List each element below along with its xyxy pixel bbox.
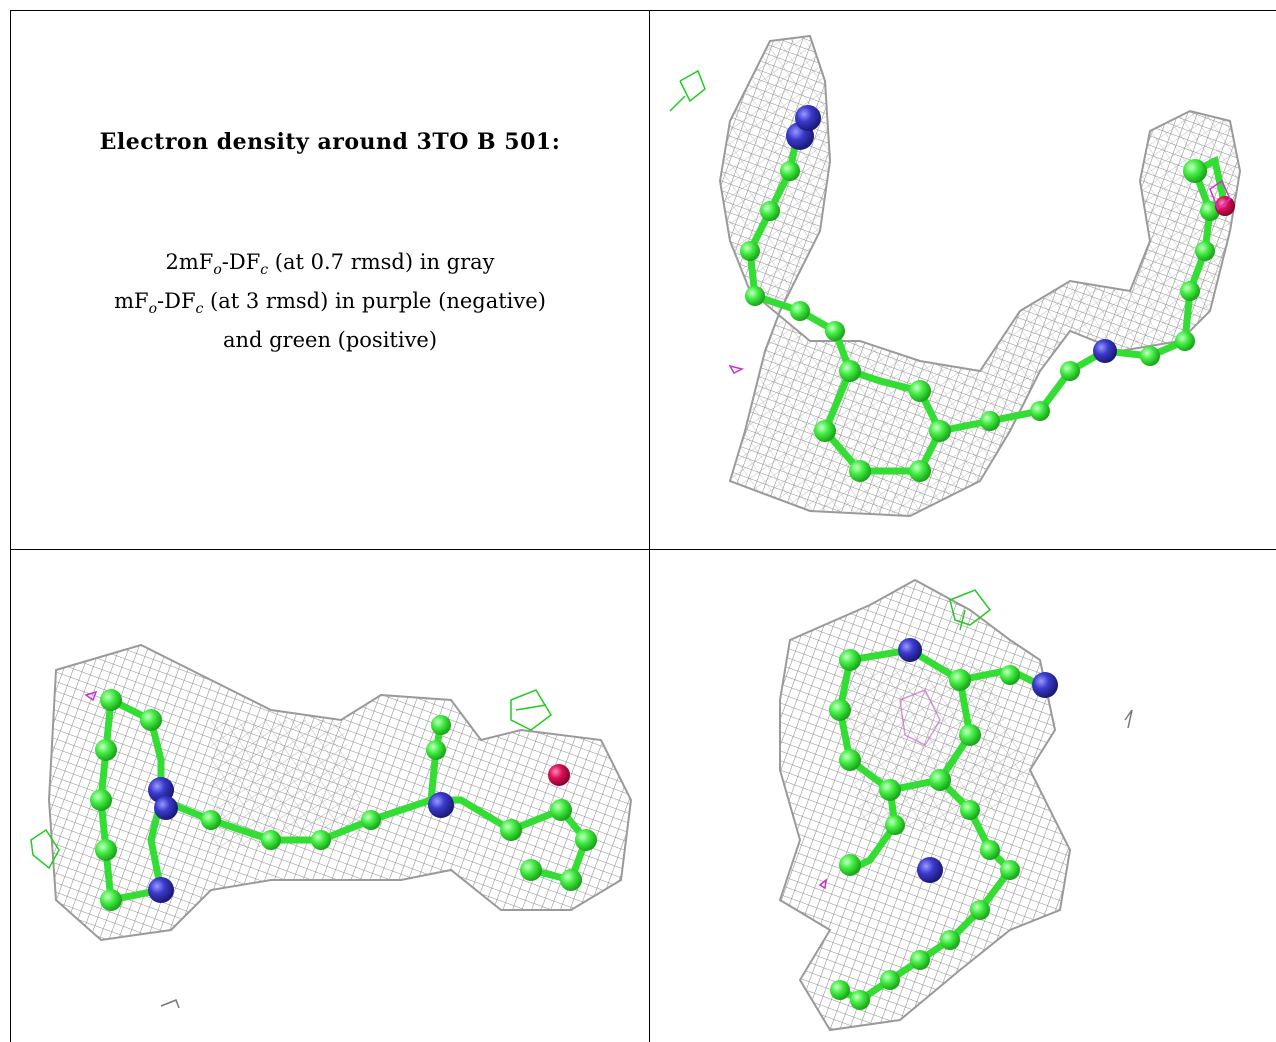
difference-density-blobs: [669, 69, 1231, 374]
figure-title: Electron density around 3TO B 501:: [99, 129, 561, 155]
legend-line-fofc: mFo-DFc (at 3 rmsd) in purple (negative): [114, 289, 546, 318]
ligand-atoms: [90, 689, 597, 911]
grid-divider-vertical: [649, 10, 650, 1042]
density-view-3: [650, 550, 1276, 1042]
ligand-atoms: [829, 638, 1058, 1010]
grid-border-left: [10, 10, 11, 1042]
caption-cell: Electron density around 3TO B 501: 2mFo-…: [11, 11, 649, 549]
grid-border-top: [10, 10, 1276, 11]
map-legend: 2mFo-DFc (at 0.7 rmsd) in gray mFo-DFc (…: [11, 247, 649, 356]
electron-density-mesh: [718, 34, 1242, 518]
density-view-2: [11, 550, 649, 1042]
legend-line-2fofc: 2mFo-DFc (at 0.7 rmsd) in gray: [165, 250, 495, 279]
electron-density-mesh: [47, 643, 633, 942]
figure-grid: Electron density around 3TO B 501: 2mFo-…: [10, 10, 1276, 1042]
difference-density-blobs: [30, 689, 552, 1009]
density-view-1: [650, 11, 1276, 549]
difference-density-blobs: [818, 589, 1133, 890]
legend-line-positive: and green (positive): [222, 328, 438, 353]
grid-divider-horizontal: [10, 549, 1276, 550]
ligand-atoms: [740, 105, 1235, 482]
